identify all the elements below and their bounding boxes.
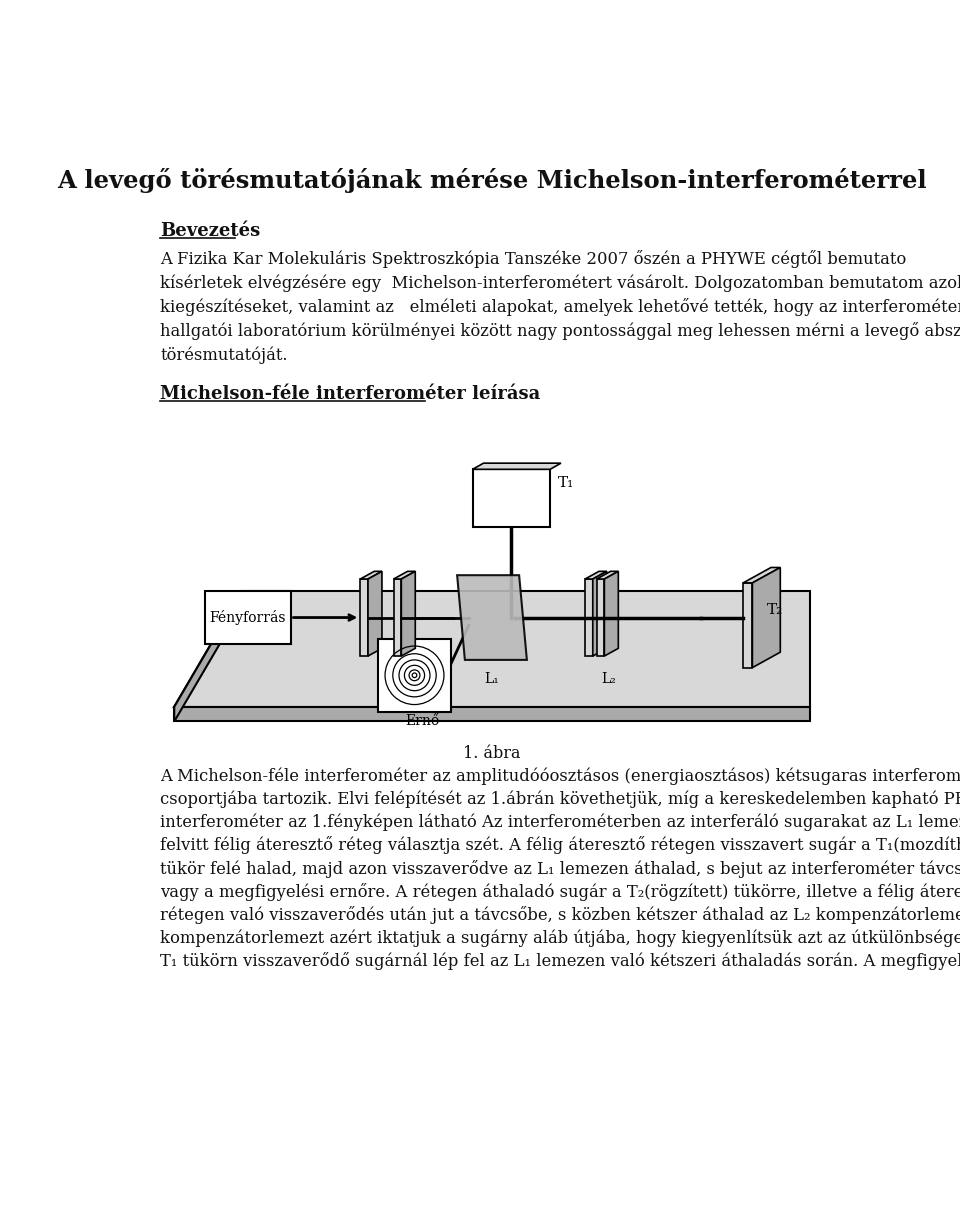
Polygon shape: [360, 572, 382, 579]
Polygon shape: [457, 575, 527, 660]
Text: tükör felé halad, majd azon visszaverődve az L₁ lemezen áthalad, s bejut az inte: tükör felé halad, majd azon visszaverődv…: [160, 860, 960, 877]
Polygon shape: [175, 707, 809, 722]
Text: kompenzátorlemezt azért iktatjuk a sugárny aláb útjába, hogy kiegyenlítsük azt a: kompenzátorlemezt azért iktatjuk a sugár…: [160, 929, 960, 946]
Text: A levegő törésmutatójának mérése Michelson-interferométerrel: A levegő törésmutatójának mérése Michels…: [58, 168, 926, 192]
Text: csoportjába tartozik. Elvi felépítését az 1.ábrán követhetjük, míg a kereskedele: csoportjába tartozik. Elvi felépítését a…: [160, 791, 960, 808]
Text: vagy a megfigyelési ernőre. A rétegen áthaladó sugár a T₂(rögzített) tükörre, il: vagy a megfigyelési ernőre. A rétegen át…: [160, 882, 960, 901]
Text: interferométer az 1.fényképen látható Az interferométerben az interferáló sugara: interferométer az 1.fényképen látható Az…: [160, 813, 960, 832]
Text: rétegen való visszaverődés után jut a távcsőbe, s közben kétszer áthalad az L₂ k: rétegen való visszaverődés után jut a tá…: [160, 906, 960, 924]
Text: A Michelson-féle interferométer az amplitudóóosztásos (energiaosztásos) kétsugar: A Michelson-féle interferométer az ampli…: [160, 768, 960, 785]
Polygon shape: [377, 638, 451, 712]
Text: felvitt félig áteresztő réteg választja szét. A félig áteresztő rétegen visszave: felvitt félig áteresztő réteg választja …: [160, 837, 960, 855]
Text: Fényforrás: Fényforrás: [209, 610, 286, 625]
Text: kiegészítéseket, valamint az   elméleti alapokat, amelyek lehetővé tették, hogy : kiegészítéseket, valamint az elméleti al…: [160, 298, 960, 317]
Polygon shape: [472, 463, 561, 469]
Polygon shape: [596, 579, 605, 655]
Text: Ernő: Ernő: [405, 715, 440, 728]
Text: kísérletek elvégzésére egy  Michelson-interferométert vásárolt. Dolgozatomban be: kísérletek elvégzésére egy Michelson-int…: [160, 275, 960, 292]
Polygon shape: [205, 590, 291, 644]
Text: L₁: L₁: [485, 673, 499, 686]
Polygon shape: [472, 469, 550, 527]
Polygon shape: [753, 568, 780, 668]
Polygon shape: [585, 579, 592, 655]
Polygon shape: [585, 572, 607, 579]
Text: T₁ tükörn visszaverődő sugárnál lép fel az L₁ lemezen való kétszeri áthaladás so: T₁ tükörn visszaverődő sugárnál lép fel …: [160, 952, 960, 970]
Polygon shape: [175, 590, 809, 707]
Polygon shape: [175, 590, 243, 722]
Polygon shape: [743, 583, 753, 668]
Polygon shape: [743, 568, 780, 583]
Text: törésmutatóját.: törésmutatóját.: [160, 346, 288, 363]
Text: A Fizika Kar Molekuláris Spektroszkópia Tanszéke 2007 őszén a PHYWE cégtől bemut: A Fizika Kar Molekuláris Spektroszkópia …: [160, 250, 906, 269]
Polygon shape: [592, 572, 607, 655]
Text: Michelson-féle interferométer leírása: Michelson-féle interferométer leírása: [160, 386, 540, 403]
Text: T₂: T₂: [767, 602, 783, 617]
Text: hallgatói laboratórium körülményei között nagy pontossággal meg lehessen mérni a: hallgatói laboratórium körülményei közöt…: [160, 322, 960, 340]
Polygon shape: [394, 579, 401, 655]
Polygon shape: [360, 579, 368, 655]
Text: L₂: L₂: [601, 673, 615, 686]
Text: Bevezetés: Bevezetés: [160, 222, 260, 240]
Text: T₁: T₁: [558, 476, 574, 490]
Polygon shape: [605, 572, 618, 655]
Text: 1. ábra: 1. ábra: [464, 744, 520, 761]
Polygon shape: [596, 572, 618, 579]
Polygon shape: [394, 572, 416, 579]
Polygon shape: [401, 572, 416, 655]
Polygon shape: [368, 572, 382, 655]
